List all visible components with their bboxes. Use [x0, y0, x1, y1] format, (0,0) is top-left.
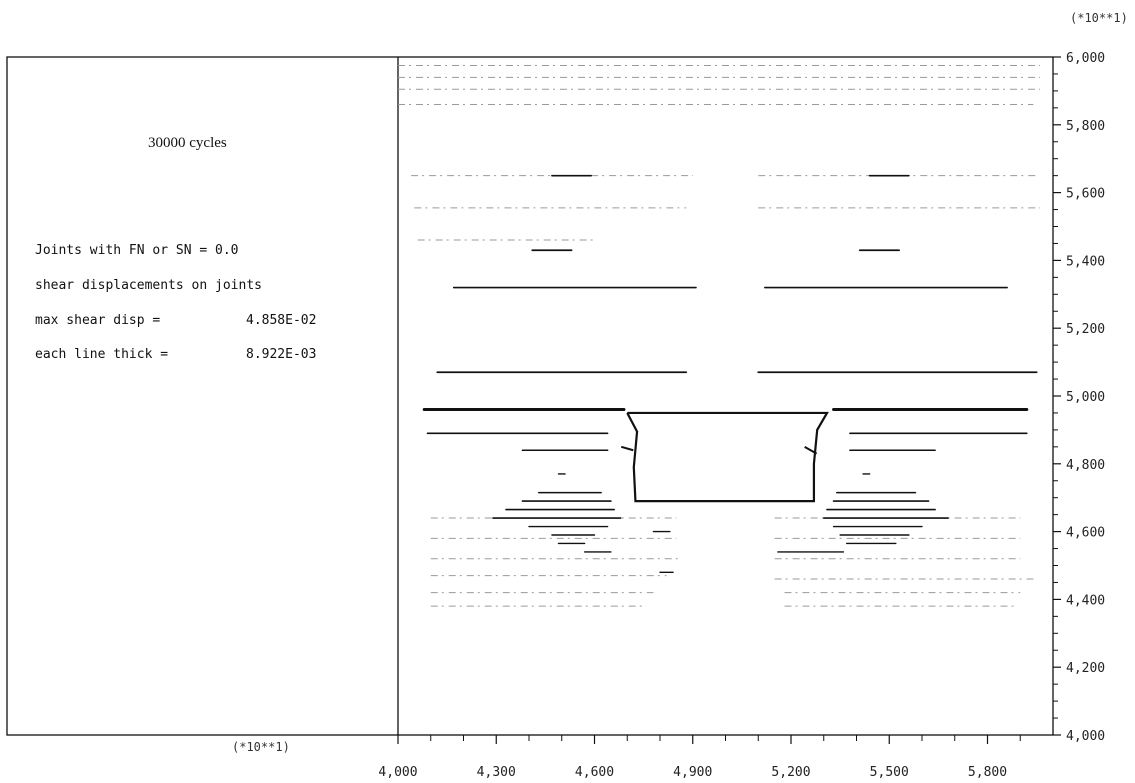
excavation-outline [626, 411, 829, 503]
x-axis-multiplier: (*10**1) [232, 740, 290, 754]
y-tick-label: 4,400 [1066, 593, 1105, 608]
info-line-shear: shear displacements on joints [35, 278, 262, 293]
y-tick-label: 5,400 [1066, 254, 1105, 269]
info-max-shear-label: max shear disp = [35, 313, 160, 328]
x-tick-label: 5,500 [870, 765, 909, 780]
y-axis-multiplier: (*10**1) [1070, 11, 1128, 25]
y-tick-label: 6,000 [1066, 51, 1105, 66]
y-tick-label: 4,000 [1066, 729, 1105, 744]
x-tick-label: 5,800 [968, 765, 1007, 780]
x-tick-label: 4,300 [477, 765, 516, 780]
x-tick-label: 4,000 [378, 765, 417, 780]
faint-joint-lines [398, 64, 1040, 607]
y-tick-label: 5,800 [1066, 119, 1105, 134]
info-line-thick-label: each line thick = [35, 347, 168, 362]
cycles-title: 30000 cycles [148, 135, 227, 151]
y-tick-label: 5,200 [1066, 322, 1105, 337]
info-line-thick-value: 8.922E-03 [246, 347, 316, 362]
plot-frame [6, 56, 1054, 736]
y-tick-label: 5,600 [1066, 187, 1105, 202]
y-tick-label: 5,000 [1066, 390, 1105, 405]
excavation-outline-group [620, 411, 829, 503]
y-tick-label: 4,200 [1066, 661, 1105, 676]
axes: 4,000 4,300 4,600 4,900 5,200 5,500 5,800 4,000… [378, 51, 1105, 780]
y-tick-label: 4,600 [1066, 526, 1105, 541]
short-shear-tick [620, 445, 634, 452]
x-tick-label: 4,900 [673, 765, 712, 780]
info-max-shear-value: 4.858E-02 [246, 313, 316, 328]
shear-displacement-lines [422, 174, 1038, 573]
info-line-joints: Joints with FN or SN = 0.0 [35, 243, 239, 258]
x-tick-label: 5,200 [771, 765, 810, 780]
x-tick-label: 4,600 [575, 765, 614, 780]
short-shear-tick [804, 445, 818, 455]
y-tick-label: 4,800 [1066, 458, 1105, 473]
